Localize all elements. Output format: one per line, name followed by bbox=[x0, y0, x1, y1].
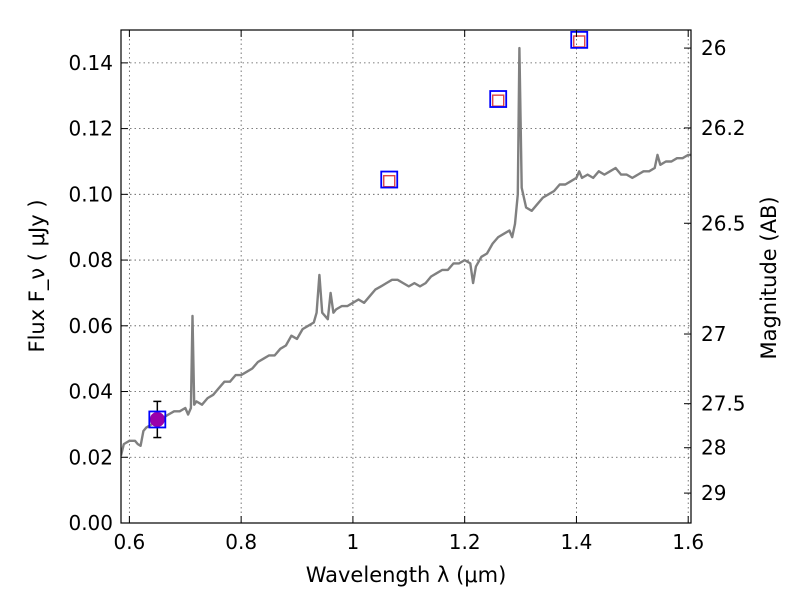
y2-tick-label: 27 bbox=[701, 322, 726, 346]
x-tick-label: 1.6 bbox=[672, 530, 704, 554]
x-axis-label: Wavelength λ (μm) bbox=[306, 563, 507, 587]
y-tick-label: 0.02 bbox=[68, 445, 113, 469]
y2-tick-label: 28 bbox=[701, 436, 726, 460]
y-tick-label: 0.08 bbox=[68, 248, 113, 272]
model-point-blue bbox=[148, 410, 167, 429]
spectrum-line bbox=[121, 46, 691, 456]
model-point-blue bbox=[380, 170, 399, 189]
y-tick-label: 0.00 bbox=[68, 511, 113, 535]
x-tick-label: 1.4 bbox=[561, 530, 593, 554]
y2-tick-label: 27.5 bbox=[701, 392, 746, 416]
y-tick-label: 0.10 bbox=[68, 182, 113, 206]
x-tick-label: 0.8 bbox=[225, 530, 257, 554]
y2-tick-label: 26.2 bbox=[701, 116, 746, 140]
y2-axis-label: Magnitude (AB) bbox=[757, 196, 781, 359]
y2-tick-label: 29 bbox=[701, 481, 726, 505]
observed-point bbox=[149, 411, 165, 427]
y-tick-label: 0.04 bbox=[68, 380, 113, 404]
tick-layer: 0.6 0.8 1 1.2 1.4 1.6 0.00 0.02 0.04 0.06 0.08 0.10… bbox=[68, 30, 746, 554]
plot-frame bbox=[120, 29, 692, 524]
x-tick-label: 0.6 bbox=[113, 530, 145, 554]
y-tick-label: 0.12 bbox=[68, 117, 113, 141]
x-tick-label: 1 bbox=[347, 530, 360, 554]
spectrum-layer bbox=[121, 46, 691, 456]
y-axis-label: Flux F_ν ( μJy ) bbox=[25, 199, 50, 352]
x-tick-label: 1.2 bbox=[449, 530, 481, 554]
y-tick-label: 0.06 bbox=[68, 314, 113, 338]
model-point-blue bbox=[570, 30, 589, 49]
y-tick-label: 0.14 bbox=[68, 51, 113, 75]
marker-layer bbox=[148, 30, 589, 439]
y2-tick-label: 26.5 bbox=[701, 211, 746, 235]
y2-tick-label: 26 bbox=[701, 36, 726, 60]
model-point-blue bbox=[489, 90, 508, 108]
